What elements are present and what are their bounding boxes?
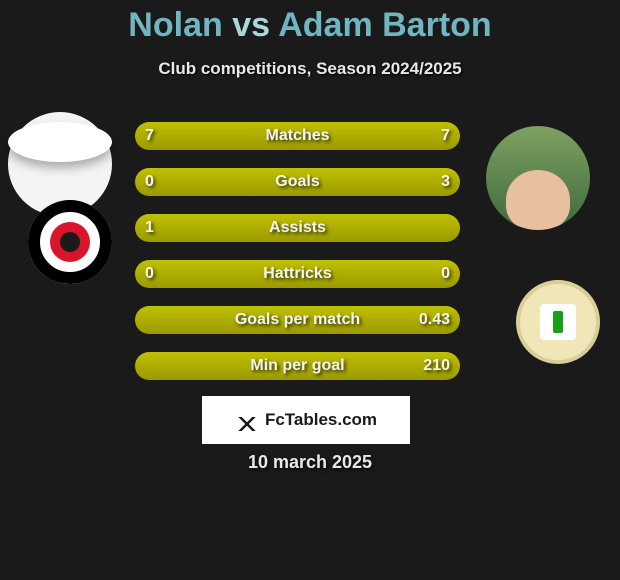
stat-value-right: 210: [423, 357, 450, 375]
player1-placeholder-icon: [8, 122, 112, 162]
rose-icon: [50, 222, 90, 262]
brand-text: FcTables.com: [265, 410, 377, 430]
stat-label: Goals per match: [235, 311, 360, 329]
player2-face-icon: [506, 170, 570, 230]
vs-label: vs: [232, 6, 270, 44]
brand-logo[interactable]: FcTables.com: [202, 396, 410, 444]
stat-bars-container: 7 Matches 7 0 Goals 3 1 Assists 0 Hattri…: [135, 122, 460, 380]
stat-bar-matches: 7 Matches 7: [135, 122, 460, 150]
stat-label: Min per goal: [250, 357, 344, 375]
stat-bar-goals: 0 Goals 3: [135, 168, 460, 196]
stat-value-right: 7: [441, 127, 450, 145]
player2-name: Adam Barton: [278, 6, 491, 44]
stat-value-left: 0: [145, 265, 154, 283]
stat-value-left: 0: [145, 173, 154, 191]
player1-club-badge: [28, 200, 112, 284]
stat-bar-goals-per-match: Goals per match 0.43: [135, 306, 460, 334]
stat-value-right: 0: [441, 265, 450, 283]
stat-value-left: 7: [145, 127, 154, 145]
player2-avatar: [486, 126, 590, 230]
player1-name: Nolan: [128, 6, 222, 44]
stat-label: Goals: [275, 173, 319, 191]
shield-icon: [540, 304, 576, 340]
stat-label: Assists: [269, 219, 326, 237]
snapshot-date: 10 march 2025: [0, 452, 620, 473]
stat-value-right: 0.43: [419, 311, 450, 329]
season-subtitle: Club competitions, Season 2024/2025: [0, 59, 620, 79]
stat-value-right: 3: [441, 173, 450, 191]
stat-label: Matches: [265, 127, 329, 145]
stat-label: Hattricks: [263, 265, 331, 283]
stat-bar-assists: 1 Assists: [135, 214, 460, 242]
stat-value-left: 1: [145, 219, 154, 237]
stat-bar-min-per-goal: Min per goal 210: [135, 352, 460, 380]
chart-spark-icon: [235, 409, 259, 431]
stat-bar-hattricks: 0 Hattricks 0: [135, 260, 460, 288]
player2-club-badge: [516, 280, 600, 364]
comparison-title: Nolan vs Adam Barton: [0, 0, 620, 45]
